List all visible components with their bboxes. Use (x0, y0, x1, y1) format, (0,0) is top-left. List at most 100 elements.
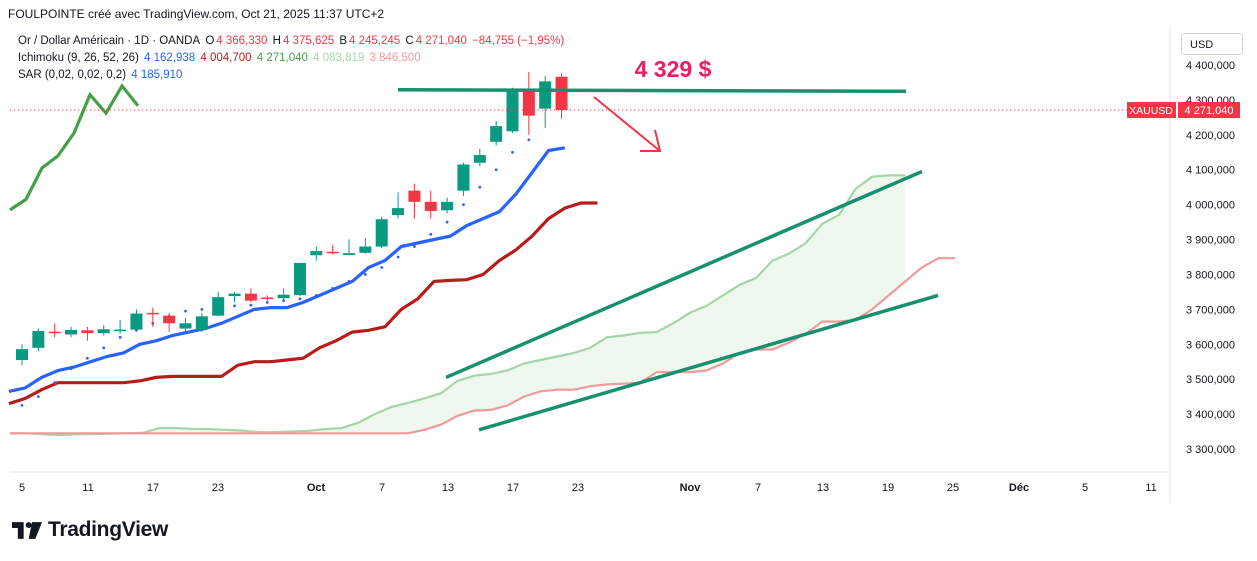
sar-dot (494, 168, 498, 172)
candle-body[interactable] (81, 330, 94, 334)
sar-dot (445, 220, 449, 224)
candle-body[interactable] (244, 293, 257, 301)
symbol-tag (1127, 102, 1176, 119)
sar-dot (527, 138, 531, 142)
candle-body[interactable] (114, 329, 127, 332)
sar-dot (69, 367, 73, 371)
price-tick-label: 3 700,000 (1186, 304, 1235, 316)
sar-dot (184, 309, 187, 313)
chikou-span-line (9, 83, 140, 212)
legend-open-value: 4 366,330 (216, 35, 268, 47)
sar-dot (347, 280, 351, 283)
sar-dot (298, 297, 302, 301)
candle-body[interactable] (163, 315, 176, 324)
sar-dot (102, 346, 106, 350)
price-tick-label: 4 400,000 (1186, 60, 1235, 72)
channel-upper-line[interactable] (445, 169, 923, 380)
resistance-annotation: 4 329 $ (635, 56, 712, 82)
legend-sar-line: SAR (0,02, 0,02, 0,2) 4 185,910 (18, 69, 184, 81)
resistance-line[interactable] (397, 88, 907, 94)
sar-dot (36, 395, 40, 399)
candle-body[interactable] (424, 201, 437, 211)
candle-body[interactable] (441, 201, 454, 211)
sar-dot (20, 403, 24, 407)
time-tick-label: 5 (1082, 482, 1088, 494)
price-tag (1178, 102, 1240, 119)
candle-body[interactable] (473, 155, 486, 163)
sar-dot (478, 185, 482, 189)
candle-body[interactable] (310, 251, 323, 256)
senkou-span-a-line (10, 174, 906, 437)
candle-body[interactable] (375, 219, 388, 247)
legend-symbol-name: Or / Dollar Américain · 1D · OANDA (18, 35, 201, 47)
candle-body[interactable] (359, 246, 372, 253)
candle-body[interactable] (522, 89, 535, 116)
kumo-cloud (10, 175, 906, 435)
candle-body[interactable] (293, 262, 306, 296)
candle-body[interactable] (130, 313, 143, 330)
candle-body[interactable] (506, 89, 519, 132)
price-tick-label: 4 200,000 (1186, 130, 1235, 142)
candle-body[interactable] (16, 349, 28, 360)
symbol-tag-text: XAUUSD (1129, 105, 1173, 117)
chart-area[interactable]: 4 329 $ 4 400,000 4 300,000 4 200,000 4 100… (0, 27, 1257, 503)
time-tick-label: 7 (755, 482, 761, 494)
candle-body[interactable] (490, 126, 503, 142)
candle-body[interactable] (261, 297, 274, 299)
price-tick-label: 3 900,000 (1186, 235, 1235, 247)
time-tick-label: 11 (1145, 482, 1156, 494)
candle-body[interactable] (179, 323, 192, 329)
price-tick-label: 3 300,000 (1186, 444, 1235, 456)
legend-tenkan-value: 4 162,938 (144, 52, 196, 64)
tradingview-logo-icon (12, 521, 42, 539)
time-tick-label: 5 (19, 482, 25, 494)
price-tick-label: 4 100,000 (1186, 165, 1235, 177)
candle-body[interactable] (408, 190, 421, 202)
candle-body[interactable] (457, 164, 470, 191)
sar-dot (363, 273, 367, 276)
sar-dot (396, 255, 400, 259)
time-tick-label: 7 (379, 482, 385, 494)
legend-high-label: H (272, 35, 281, 47)
chart-caption: FOULPOINTE créé avec TradingView.com, Oc… (8, 7, 385, 21)
legend-low-value: 4 245,245 (349, 35, 401, 47)
time-tick-label: Oct (307, 482, 326, 494)
candle-body[interactable] (326, 251, 339, 254)
time-tick-label: 13 (817, 482, 829, 494)
candle-body[interactable] (277, 294, 290, 299)
price-tag-text: 4 271,040 (1185, 105, 1234, 117)
time-tick-label: 25 (947, 482, 959, 494)
candle-body[interactable] (343, 253, 355, 255)
currency-button[interactable]: USD (1181, 33, 1243, 55)
legend-sar-name: SAR (0,02, 0,02, 0,2) (18, 69, 127, 81)
candle-body[interactable] (32, 331, 45, 348)
legend-ichimoku-line: Ichimoku (9, 26, 52, 26) 4 162,938 4 004… (18, 52, 423, 64)
sar-dot (380, 266, 384, 269)
time-tick-label: 19 (882, 482, 894, 494)
time-tick-label: 11 (82, 482, 93, 494)
candle-body[interactable] (65, 329, 78, 335)
candle-body[interactable] (539, 81, 552, 109)
sar-dot (413, 245, 416, 248)
candle-body[interactable] (195, 316, 208, 330)
sar-dot (331, 287, 335, 290)
candle-body[interactable] (97, 329, 110, 334)
candle-body[interactable] (48, 331, 61, 334)
legend-open-label: O (205, 35, 215, 47)
time-tick-label: 17 (147, 482, 159, 494)
candle-body[interactable] (555, 76, 568, 111)
sar-dot (118, 335, 122, 339)
candle-body[interactable] (212, 297, 225, 316)
candle-body[interactable] (146, 312, 159, 315)
tenkan-sen-line (8, 146, 566, 393)
legend-close-value: 4 271,040 (415, 35, 467, 47)
legend-span-a-value: 4 083,819 (313, 52, 365, 64)
time-tick-label: 17 (507, 482, 519, 494)
candle-body[interactable] (228, 293, 241, 297)
time-tick-label: Déc (1009, 482, 1029, 494)
candle-body[interactable] (392, 208, 405, 216)
price-tick-label: 4 000,000 (1186, 200, 1235, 212)
channel-lower-line[interactable] (478, 293, 939, 432)
